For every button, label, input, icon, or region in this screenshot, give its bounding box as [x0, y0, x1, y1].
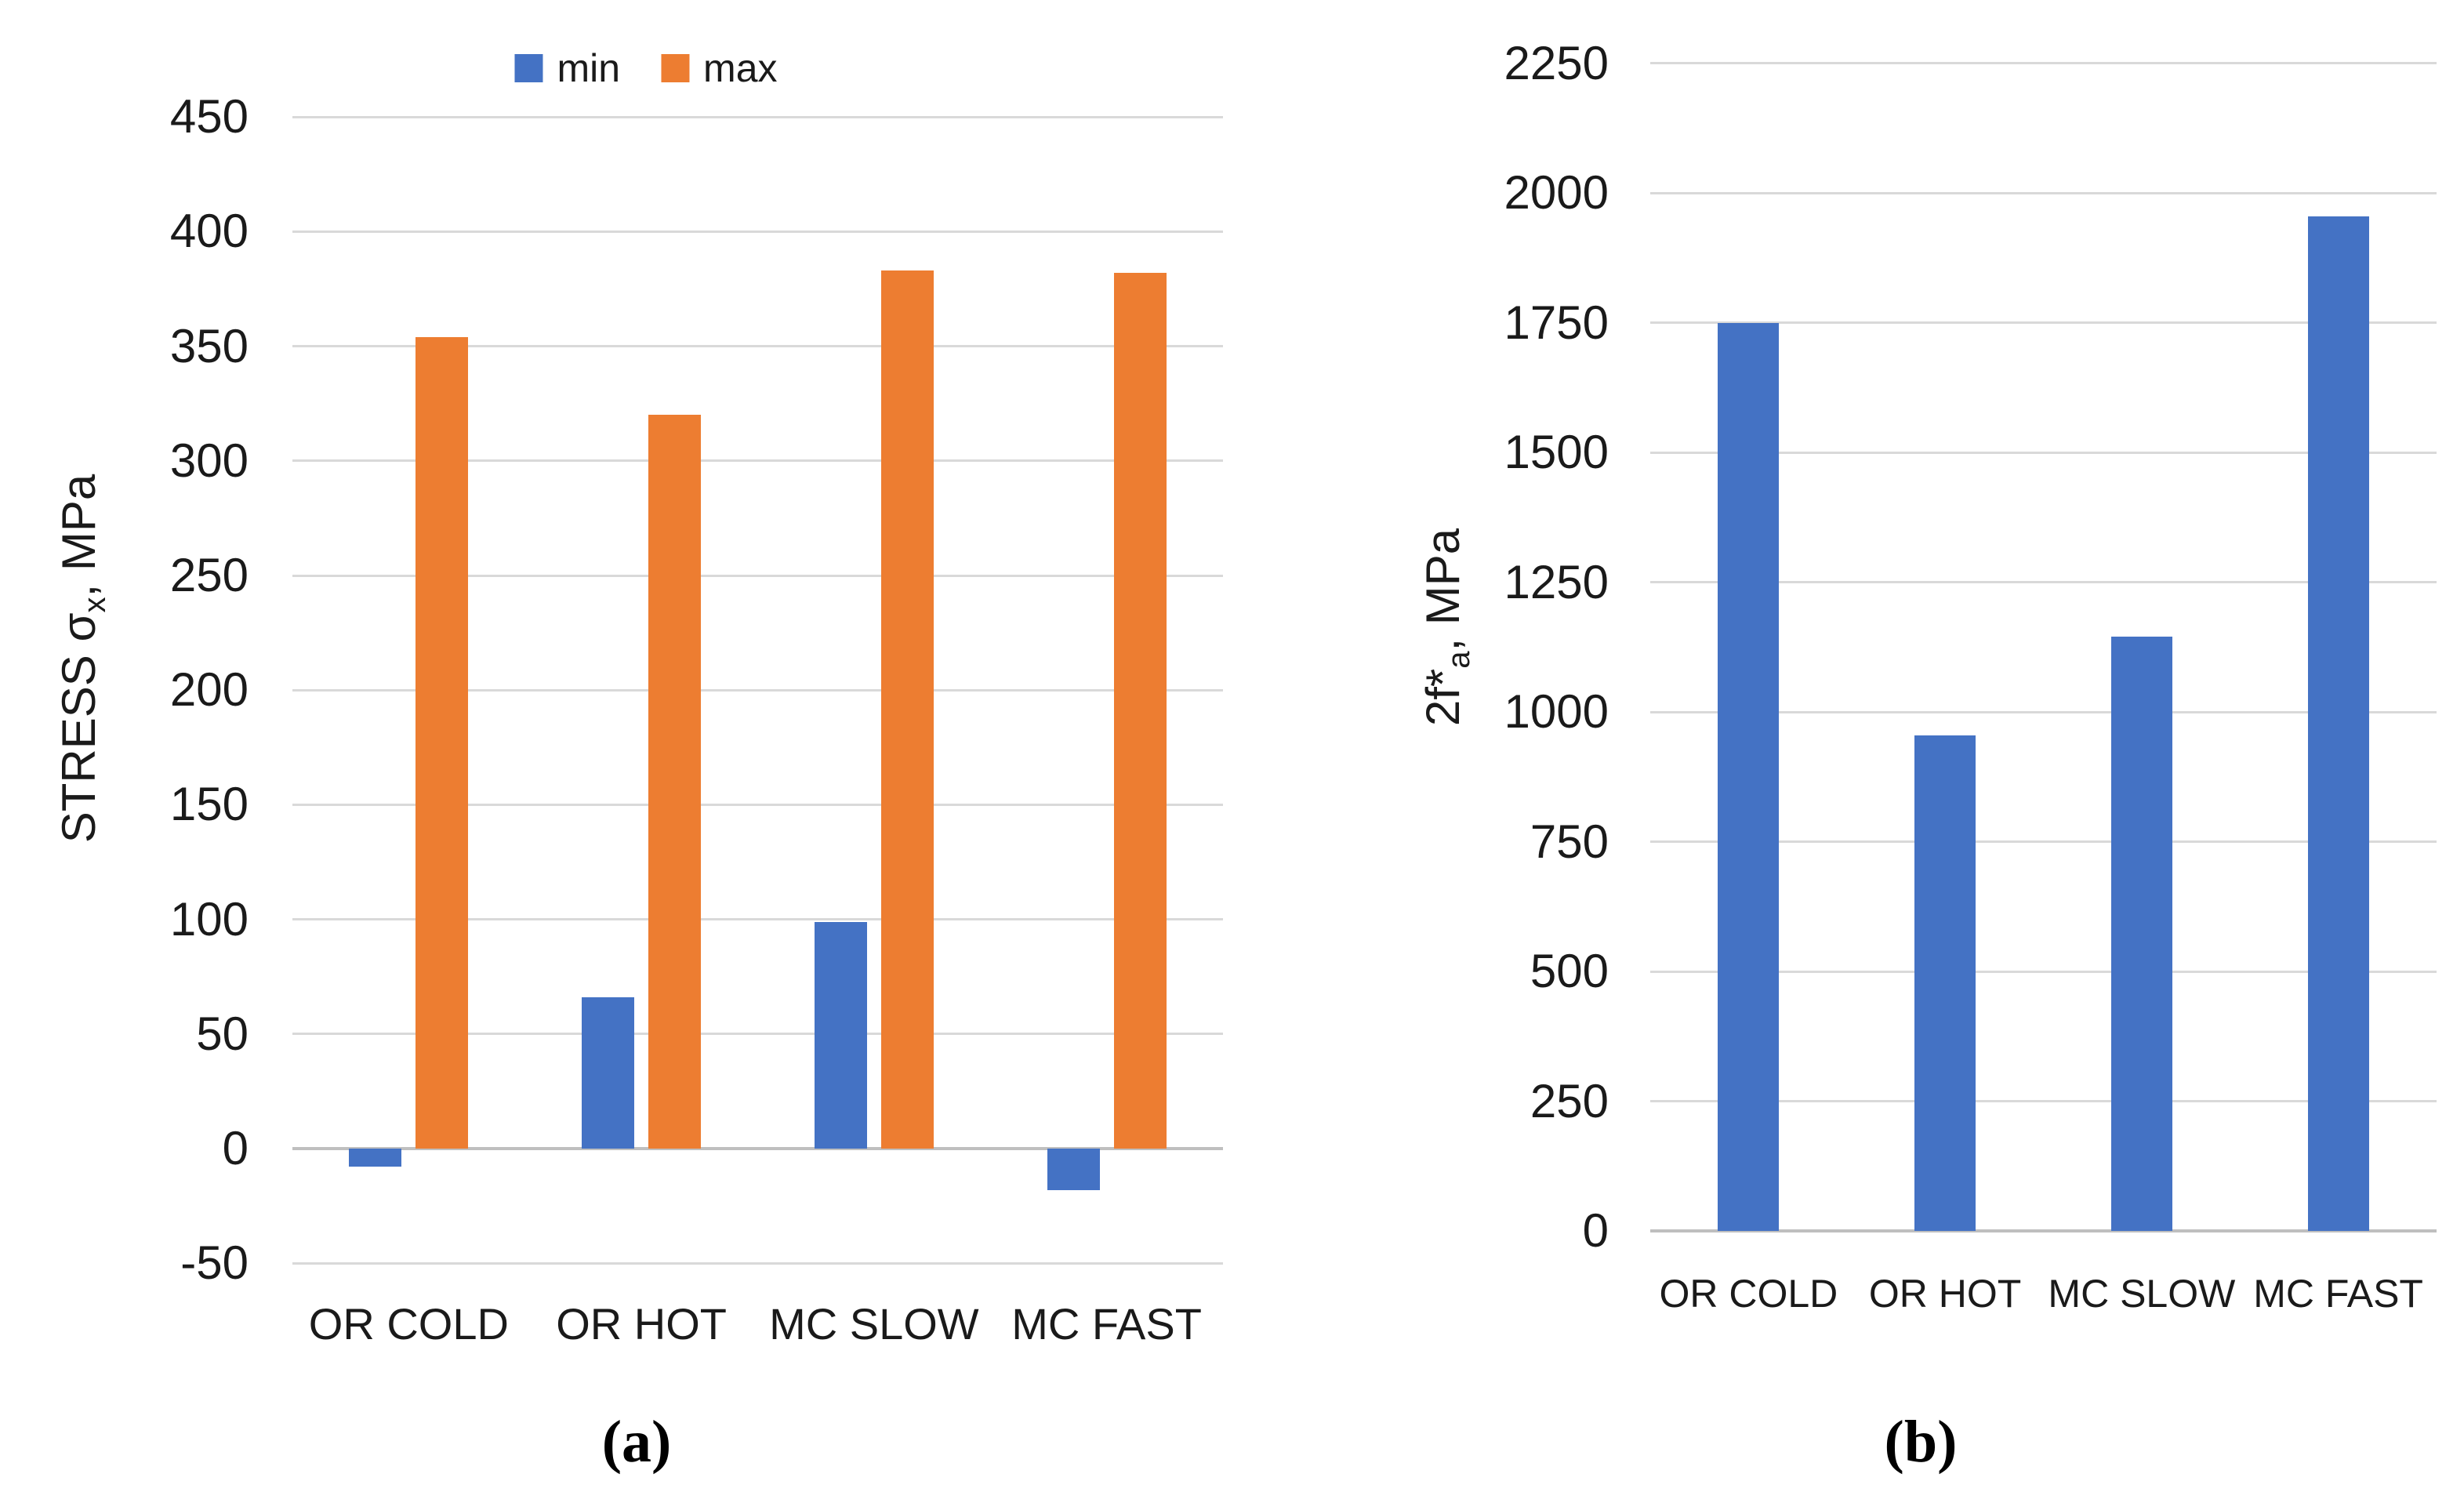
x-tick-label-or-hot: OR HOT: [556, 1299, 727, 1349]
x-tick-label-or-hot: OR HOT: [1868, 1272, 2022, 1316]
bar-min-mc-slow: [814, 921, 867, 1149]
y-tick-label--50: -50: [180, 1236, 249, 1290]
bar-max-or-cold: [416, 336, 469, 1149]
gridline-400: [292, 230, 1223, 233]
gridline-1000: [1650, 710, 2437, 713]
gridline-150: [292, 803, 1223, 806]
bar-min-or-hot: [582, 997, 635, 1149]
y-tick-label-250: 250: [169, 549, 249, 601]
gridline-350: [292, 345, 1223, 348]
gridline--50: [292, 1261, 1223, 1265]
y-tick-label-300: 300: [169, 434, 249, 487]
y-tick-label-0: 0: [222, 1122, 249, 1174]
legend-item-min: min: [514, 49, 620, 88]
y-tick-label-1250: 1250: [1504, 555, 1609, 608]
gridline-1500: [1650, 451, 2437, 454]
legend-label-min: min: [557, 46, 621, 90]
gridline-200: [292, 688, 1223, 692]
x-tick-label-mc-fast: MC FAST: [2253, 1272, 2423, 1316]
y-tick-label-750: 750: [1530, 815, 1609, 868]
y-tick-label-50: 50: [196, 1007, 249, 1060]
x-tick-label-mc-slow: MC SLOW: [2048, 1272, 2236, 1316]
gridline-2000: [1650, 191, 2437, 194]
x-tick-label-mc-fast: MC FAST: [1011, 1299, 1202, 1349]
gridline-2250: [1650, 62, 2437, 64]
bar-max-mc-slow: [880, 270, 934, 1149]
gridline-50: [292, 1033, 1223, 1036]
gridline-1750: [1650, 321, 2437, 324]
legend-label-max: max: [703, 46, 778, 90]
gridline-300: [292, 459, 1223, 463]
y-tick-label-250: 250: [1530, 1074, 1609, 1127]
panel-caption-a: (a): [601, 1409, 672, 1475]
bar-2f-a-or-cold: [1718, 322, 1780, 1231]
bar-max-mc-fast: [1113, 273, 1167, 1149]
gridline-500: [1650, 970, 2437, 973]
bar-min-mc-fast: [1047, 1149, 1100, 1190]
x-axis-line: [1650, 1229, 2437, 1232]
gridline-750: [1650, 840, 2437, 843]
bar-min-or-cold: [349, 1149, 402, 1167]
y-tick-label-450: 450: [169, 90, 249, 143]
bar-max-or-hot: [648, 415, 702, 1149]
y-tick-label-350: 350: [169, 319, 249, 372]
y-tick-label-2250: 2250: [1504, 36, 1609, 89]
gridline-100: [292, 918, 1223, 921]
gridline-450: [292, 115, 1223, 118]
legend-swatch-min-icon: [514, 54, 543, 82]
y-tick-label-500: 500: [1530, 945, 1609, 997]
y-tick-label-0: 0: [1582, 1204, 1609, 1257]
legend-swatch-max-icon: [661, 54, 690, 82]
gridline-250: [1650, 1100, 2437, 1102]
bar-2f-a-mc-slow: [2110, 637, 2172, 1231]
y-tick-label-2000: 2000: [1504, 166, 1609, 219]
x-tick-label-or-cold: OR COLD: [308, 1299, 509, 1349]
bar-2f-a-or-hot: [1914, 735, 1976, 1231]
x-tick-label-mc-slow: MC SLOW: [769, 1299, 979, 1349]
y-tick-label-100: 100: [169, 892, 249, 946]
y-tick-label-1000: 1000: [1504, 685, 1609, 738]
y-tick-label-1500: 1500: [1504, 426, 1609, 478]
y-tick-label-1750: 1750: [1504, 296, 1609, 349]
y-axis-title-b-sub: a: [1442, 651, 1476, 669]
y-tick-label-200: 200: [169, 663, 249, 717]
legend-item-max: max: [661, 46, 778, 90]
gridline-250: [292, 574, 1223, 577]
x-axis-line: [292, 1147, 1223, 1150]
x-tick-label-or-cold: OR COLD: [1659, 1272, 1838, 1316]
y-tick-label-150: 150: [169, 778, 249, 831]
panel-caption-b: (b): [1884, 1409, 1958, 1475]
legend: min max: [514, 46, 778, 90]
y-tick-label-400: 400: [169, 205, 249, 258]
bar-2f-a-mc-fast: [2307, 216, 2369, 1231]
gridline-1250: [1650, 581, 2437, 583]
